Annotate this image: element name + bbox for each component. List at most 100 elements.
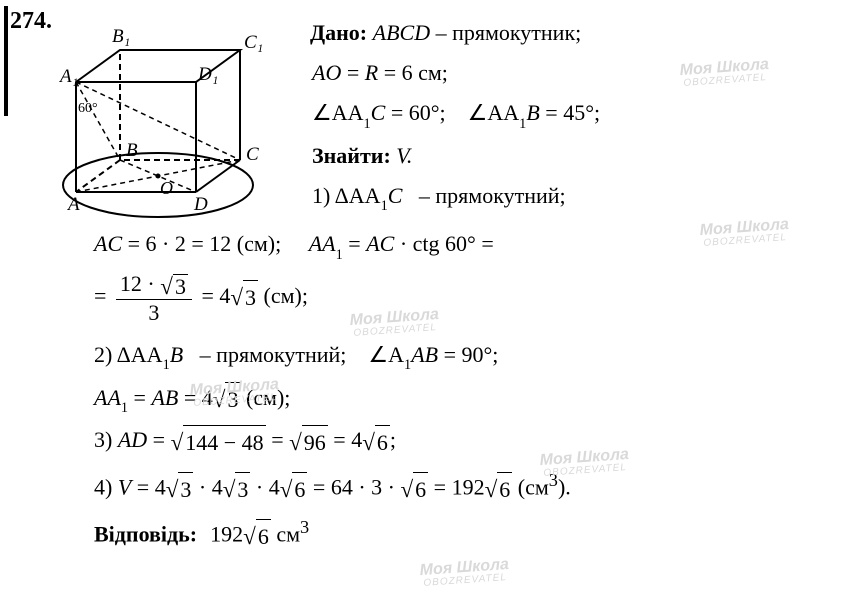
s1e2d: · ctg 60° =: [400, 231, 494, 256]
s4t2: = 4: [137, 475, 166, 500]
g2d: = 6 см;: [384, 60, 448, 85]
given-block: Дано: ABCD – прямокутник; AO = R = 6 см;…: [310, 16, 846, 215]
g3f: = 45°;: [545, 100, 600, 125]
svg-text:D₁: D₁: [197, 64, 218, 85]
find-label: Знайти:: [312, 143, 391, 168]
given-line-1: Дано: ABCD – прямокутник;: [310, 16, 846, 50]
s2t1s: 1: [163, 357, 170, 373]
s1e1a: AC: [94, 231, 122, 256]
svg-text:B: B: [126, 140, 138, 161]
s2e1a: AA: [94, 385, 121, 410]
step1-head: 1) ΔAA1C – прямокутний;: [310, 179, 846, 216]
s2e1d: = 4: [184, 385, 213, 410]
ans-v2: см: [271, 522, 300, 547]
s4rad5: 6: [497, 472, 512, 508]
g3as: 1: [364, 116, 371, 132]
given-line-2: AO = R = 6 см;: [310, 56, 846, 90]
s1t3: – прямокутний;: [419, 183, 566, 208]
g3e: B: [526, 100, 539, 125]
left-bar: [4, 6, 8, 116]
prism-diagram: A D C B A₁ D₁ C₁ B₁ O 60°: [48, 20, 278, 225]
ans-v2s: 3: [300, 517, 309, 537]
s1e2b: =: [348, 231, 360, 256]
s2t3: – прямокутний;: [200, 342, 347, 367]
svg-text:B₁: B₁: [112, 26, 130, 47]
s4t4: · 4: [250, 475, 279, 500]
ans-label: Відповідь:: [94, 522, 197, 547]
given-label: Дано:: [310, 20, 367, 45]
s1e3p: =: [94, 283, 106, 308]
s4t6: = 192: [428, 475, 484, 500]
s1e2a: AA: [309, 231, 336, 256]
fracnum-rad: 3: [173, 274, 188, 298]
svg-text:D: D: [193, 194, 208, 215]
s2t2: B: [170, 342, 183, 367]
s2t4s: 1: [404, 357, 411, 373]
s3t4: = 4: [333, 427, 362, 452]
ans-v1: 192: [210, 522, 243, 547]
problem-number: 274.: [10, 8, 52, 35]
solution-block: AC = 6 · 2 = 12 (см); AA1 = AC · ctg 60°…: [94, 227, 846, 554]
s3t2: =: [153, 427, 165, 452]
s4idx: 4): [94, 475, 112, 500]
given-1b: – прямокутник;: [436, 20, 582, 45]
answer-line: Відповідь: 192√6 см3: [94, 513, 846, 554]
g3b: C: [371, 100, 386, 125]
s4t7: (см: [512, 475, 549, 500]
s4rad3: 6: [292, 472, 307, 508]
s2t6: = 90°;: [444, 342, 499, 367]
svg-text:A: A: [66, 194, 80, 215]
fraction: 12 · √3 3: [116, 272, 192, 324]
fracden: 3: [144, 300, 163, 324]
s1e3rad: 3: [243, 280, 258, 316]
watermark: Моя ШколаOBOZREVATEL: [419, 557, 510, 589]
s1e2c: AC: [366, 231, 394, 256]
step3: 3) AD = √144 − 48 = √96 = 4√6;: [94, 423, 846, 460]
s3t5: ;: [390, 427, 396, 452]
fracnum-a: 12 ·: [120, 271, 160, 296]
find-val: V.: [396, 143, 412, 168]
s4t7s: 3: [549, 470, 558, 490]
s1e2as: 1: [336, 247, 343, 263]
s3rad3: 6: [375, 425, 390, 461]
s3t3: =: [271, 427, 283, 452]
find-line: Знайти: V.: [310, 139, 846, 173]
s2e1c: AB: [151, 385, 178, 410]
s2t4: ∠A: [368, 342, 404, 367]
given-line-3: ∠AA1C = 60°; ∠AA1B = 45°;: [310, 96, 846, 133]
svg-text:C₁: C₁: [244, 32, 263, 53]
g3d: ∠AA: [468, 100, 520, 125]
s4t5: = 64 · 3 ·: [307, 475, 400, 500]
step2-head: 2) ΔAA1B – прямокутний; ∠A1AB = 90°;: [94, 338, 846, 375]
step4: 4) V = 4√3 · 4√3 · 4√6 = 64 · 3 · √6 = 1…: [94, 466, 846, 507]
svg-text:60°: 60°: [78, 101, 98, 116]
s2e1b: =: [134, 385, 146, 410]
ans-rad: 6: [256, 519, 271, 555]
s2idx: 2): [94, 342, 112, 367]
g2c: R: [365, 60, 378, 85]
svg-text:C: C: [246, 144, 259, 165]
s1t2: C: [388, 183, 403, 208]
page: 274. A D C B A₁ D₁ C₁ B₁ O 60°: [0, 0, 866, 571]
s1t1s: 1: [381, 198, 388, 214]
s1t1: ΔAA: [335, 183, 381, 208]
s2e1e: (см);: [240, 385, 290, 410]
s3rad1: 144 − 48: [183, 425, 265, 461]
svg-text:O: O: [160, 178, 173, 198]
s4rad4: 6: [413, 472, 428, 508]
g3ds: 1: [519, 116, 526, 132]
svg-text:A₁: A₁: [58, 66, 78, 87]
s4t1: V: [118, 475, 131, 500]
g3a: ∠AA: [312, 100, 364, 125]
s1e3pb: (см);: [258, 283, 308, 308]
given-1a: ABCD: [373, 20, 430, 45]
step1-eq2: = 12 · √3 3 = 4√3 (см);: [94, 272, 846, 324]
g2b: =: [347, 60, 359, 85]
s4rad2: 3: [235, 472, 250, 508]
s3idx: 3): [94, 427, 112, 452]
s2e1rad: 3: [225, 382, 240, 418]
s1-idx: 1): [312, 183, 330, 208]
s2e1as: 1: [121, 400, 128, 416]
step1-eq1: AC = 6 · 2 = 12 (см); AA1 = AC · ctg 60°…: [94, 227, 846, 264]
step2-eq: AA1 = AB = 4√3 (см);: [94, 381, 846, 418]
